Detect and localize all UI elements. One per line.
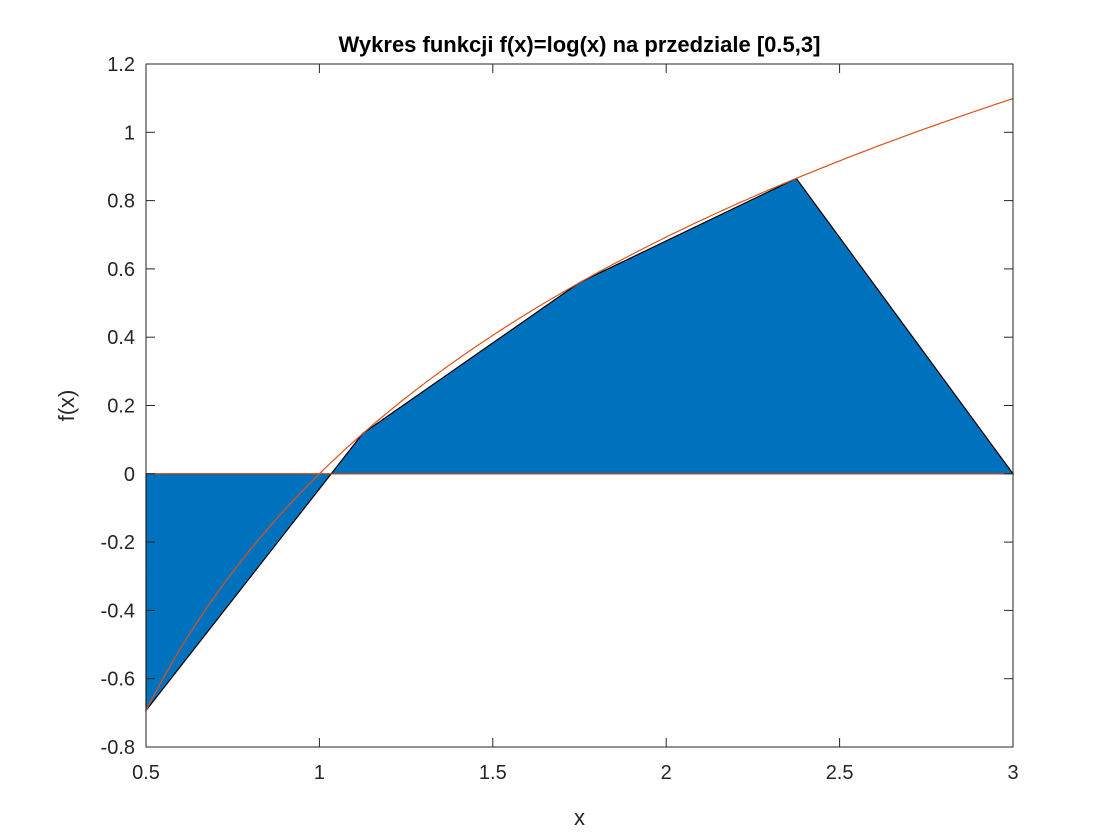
x-tick-label: 3 <box>1007 762 1018 784</box>
series-layer <box>145 98 1015 713</box>
log-curve <box>145 98 1014 711</box>
y-tick-label: 0 <box>124 464 135 486</box>
y-tick-label: 0.4 <box>107 327 135 349</box>
x-axis-label: x <box>574 805 585 830</box>
y-tick-label: 0.6 <box>107 259 135 281</box>
y-tick-label: 0.8 <box>107 191 135 213</box>
y-tick-label: -0.6 <box>101 669 135 691</box>
y-tick-label: -0.8 <box>101 737 135 759</box>
y-axis-label: f(x) <box>54 390 79 422</box>
y-tick-label: -0.4 <box>101 600 135 622</box>
x-tick-label: 0.5 <box>132 762 160 784</box>
y-tick-label: -0.2 <box>101 532 135 554</box>
y-tick-label: 1.2 <box>107 54 135 76</box>
y-tick-label: 1 <box>124 122 135 144</box>
x-tick-label: 2 <box>661 762 672 784</box>
x-tick-label: 2.5 <box>826 762 854 784</box>
ticks-layer: 0.5 1 1.5 2 2.5 3 -0.8 -0.6 -0.4 -0.2 0 0.2 0.4 0.6 0.… <box>101 54 1019 784</box>
y-tick-label: 0.2 <box>107 396 135 418</box>
x-tick-label: 1.5 <box>479 762 507 784</box>
chart-title: Wykres funkcji f(x)=log(x) na przedziale… <box>339 32 821 57</box>
x-tick-label: 1 <box>314 762 325 784</box>
